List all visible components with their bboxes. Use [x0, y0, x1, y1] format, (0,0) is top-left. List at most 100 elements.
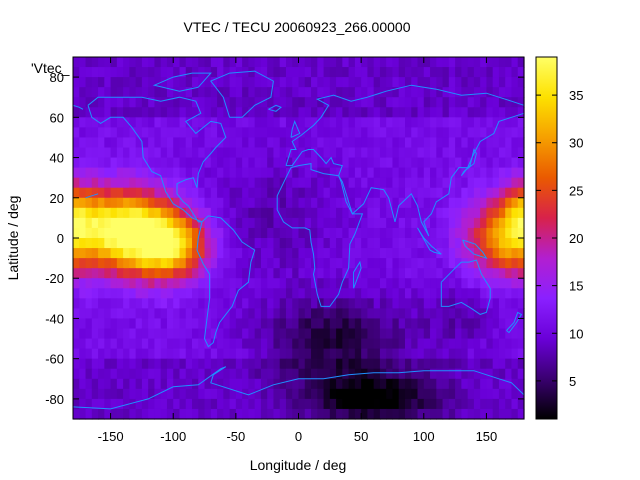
heatmap-cell [455, 167, 462, 179]
heatmap-cell [148, 77, 156, 88]
heatmap-cell [141, 388, 149, 400]
heatmap-cell [185, 258, 193, 269]
heatmap-cell [505, 258, 513, 269]
heatmap-cell [423, 258, 431, 269]
heatmap-cell [511, 227, 519, 239]
heatmap-cell [392, 358, 400, 370]
heatmap-cell [404, 207, 412, 219]
heatmap-cell [311, 318, 318, 330]
heatmap-cell [98, 238, 105, 249]
heatmap-cell [436, 298, 444, 309]
heatmap-cell [348, 268, 356, 279]
heatmap-cell [85, 328, 93, 340]
heatmap-cell [279, 378, 287, 390]
heatmap-cell [473, 248, 481, 259]
heatmap-cell [348, 258, 356, 269]
heatmap-cell [448, 258, 456, 269]
heatmap-cell [148, 388, 156, 400]
heatmap-cell [110, 398, 118, 410]
heatmap-cell [85, 258, 93, 269]
heatmap-cell [98, 298, 105, 309]
heatmap-cell [292, 207, 300, 219]
heatmap-cell [129, 358, 137, 370]
heatmap-cell [323, 67, 331, 78]
heatmap-cell [242, 87, 249, 98]
heatmap-cell [85, 217, 93, 229]
heatmap-cell [160, 258, 168, 269]
heatmap-cell [480, 238, 488, 249]
heatmap-cell [517, 97, 525, 108]
heatmap-cell [192, 87, 199, 98]
heatmap-cell [141, 57, 149, 68]
heatmap-cell [517, 117, 525, 128]
heatmap-cell [398, 137, 406, 149]
heatmap-cell [317, 288, 325, 299]
heatmap-cell [411, 248, 419, 259]
heatmap-cell [511, 338, 519, 350]
heatmap-cell [104, 207, 112, 219]
heatmap-cell [373, 288, 381, 299]
heatmap-cell [404, 388, 412, 400]
heatmap-cell [373, 278, 381, 289]
heatmap-cell [198, 388, 206, 400]
heatmap-cell [311, 288, 318, 299]
heatmap-cell [223, 87, 231, 98]
heatmap-cell [210, 117, 218, 128]
heatmap-cell [179, 388, 187, 400]
heatmap-cell [279, 298, 287, 309]
heatmap-cell [217, 117, 224, 128]
heatmap-cell [104, 388, 112, 400]
heatmap-cell [448, 207, 456, 219]
heatmap-cell [436, 278, 444, 289]
heatmap-cell [373, 157, 381, 169]
heatmap-cell [323, 398, 331, 410]
heatmap-cell [298, 278, 306, 289]
heatmap-cell [398, 57, 406, 68]
heatmap-cell [123, 147, 130, 159]
heatmap-cell [480, 57, 488, 68]
heatmap-cell [505, 87, 513, 98]
heatmap-cell [467, 137, 475, 149]
heatmap-cell [179, 308, 187, 320]
heatmap-cell [148, 127, 156, 139]
heatmap-cell [160, 197, 168, 209]
heatmap-cell [166, 248, 174, 259]
heatmap-cell [517, 207, 525, 219]
heatmap-cell [254, 77, 262, 88]
heatmap-cell [204, 258, 212, 269]
heatmap-cell [461, 378, 469, 390]
heatmap-cell [79, 57, 87, 68]
heatmap-cell [430, 177, 437, 189]
heatmap-cell [480, 348, 488, 360]
heatmap-cell [317, 258, 325, 269]
heatmap-cell [311, 187, 318, 199]
heatmap-cell [336, 217, 343, 229]
heatmap-cell [417, 137, 425, 149]
heatmap-cell [511, 238, 519, 249]
heatmap-cell [185, 77, 193, 88]
heatmap-cell [116, 87, 124, 98]
heatmap-cell [123, 278, 130, 289]
heatmap-cell [455, 408, 462, 420]
heatmap-cell [154, 57, 162, 68]
heatmap-cell [173, 127, 181, 139]
heatmap-cell [342, 238, 350, 249]
heatmap-cell [279, 157, 287, 169]
heatmap-cell [248, 177, 256, 189]
heatmap-cell [154, 238, 162, 249]
heatmap-cell [430, 308, 437, 320]
heatmap-cell [505, 227, 513, 239]
heatmap-cell [436, 238, 444, 249]
heatmap-cell [480, 107, 488, 118]
heatmap-cell [148, 378, 156, 390]
heatmap-cell [323, 167, 331, 179]
heatmap-cell [285, 97, 293, 108]
heatmap-cell [505, 338, 513, 350]
heatmap-cell [173, 248, 181, 259]
heatmap-cell [354, 258, 362, 269]
heatmap-cell [367, 398, 375, 410]
heatmap-cell [455, 227, 462, 239]
heatmap-cell [210, 107, 218, 118]
heatmap-cell [329, 288, 337, 299]
heatmap-cell [285, 207, 293, 219]
